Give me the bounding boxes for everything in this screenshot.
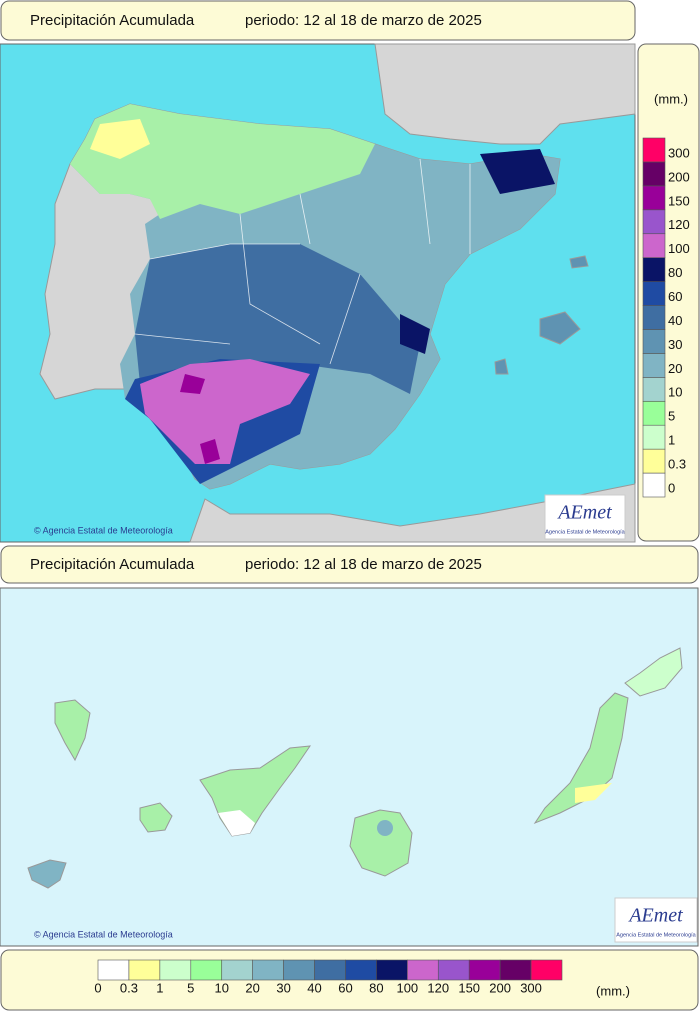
legend-swatch — [642, 281, 666, 306]
logo-name: AEmet — [556, 502, 612, 524]
legend-unit: (mm.) — [654, 91, 688, 106]
logo-subtitle: Agencia Estatal de Meteorología — [616, 932, 696, 938]
legend-label: 30 — [276, 980, 290, 995]
legend-swatch — [128, 959, 161, 981]
legend-unit: (mm.) — [596, 983, 630, 998]
legend-label: 100 — [668, 241, 690, 256]
canary-map: © Agencia Estatal de Meteorología AEmet … — [0, 587, 699, 947]
legend-label: 300 — [520, 980, 542, 995]
logo-box — [614, 897, 698, 943]
legend-label: 5 — [668, 409, 675, 424]
header-panel — [0, 545, 699, 584]
legend-label: 30 — [668, 337, 682, 352]
legend-swatch — [642, 257, 666, 282]
legend-label: 60 — [668, 289, 682, 304]
la-palma — [54, 699, 91, 762]
el-hierro — [27, 859, 67, 889]
legend-swatch — [530, 959, 563, 981]
legend-label: 0 — [668, 480, 675, 495]
legend-label: 80 — [369, 980, 383, 995]
legend-swatch — [345, 959, 377, 981]
credit: © Agencia Estatal de Meteorología — [34, 525, 173, 535]
legend-swatch — [283, 959, 315, 981]
legend-label: 150 — [668, 193, 690, 208]
legend-swatch — [190, 959, 223, 981]
logo-name: AEmet — [627, 905, 683, 927]
legend-swatch — [642, 209, 666, 235]
legend-swatch — [642, 377, 666, 402]
peninsula-map: © Agencia Estatal de Meteorología AEmet … — [0, 43, 636, 543]
legend-swatch — [642, 448, 666, 474]
gran-canaria-wet — [377, 820, 393, 836]
legend-swatch — [97, 959, 130, 981]
legend-swatch — [642, 400, 666, 426]
la-gomera — [139, 802, 173, 833]
legend-swatch — [642, 329, 666, 354]
legend-swatch — [499, 959, 532, 981]
header-title: Precipitación Acumulada — [30, 12, 195, 29]
legend-label: 120 — [668, 217, 690, 232]
legend-label: 40 — [307, 980, 321, 995]
header-panel — [0, 0, 636, 41]
africa — [189, 483, 636, 543]
fuerteventura-dry — [575, 783, 612, 803]
legend-swatch — [437, 959, 470, 981]
legend-swatch — [642, 472, 666, 498]
legend-label: 20 — [668, 361, 682, 376]
header-period: periodo: 12 al 18 de marzo de 2025 — [245, 12, 482, 29]
legend-label: 200 — [668, 169, 690, 184]
legend-swatch — [221, 959, 253, 981]
logo-subtitle: Agencia Estatal de Meteorología — [545, 529, 625, 535]
legend-swatch — [642, 424, 666, 450]
fuerteventura — [533, 692, 629, 825]
legend-label: 10 — [214, 980, 228, 995]
legend-swatch — [642, 233, 666, 258]
legend-label: 200 — [489, 980, 511, 995]
france — [374, 43, 636, 145]
legend-label: 1 — [668, 433, 675, 448]
legend-label: 20 — [245, 980, 259, 995]
legend-swatch — [376, 959, 408, 981]
legend-label: 40 — [668, 313, 682, 328]
lanzarote — [624, 647, 683, 697]
legend-swatch — [407, 959, 439, 981]
legend-label: 10 — [668, 385, 682, 400]
legend-swatch — [642, 185, 666, 211]
balearics — [494, 255, 589, 375]
legend-swatch — [642, 137, 666, 163]
north-band — [70, 104, 375, 219]
province-borders — [134, 158, 471, 365]
vertical-legend: 0 0.3 1 5 10 20 30 40 60 80 100 120 150 200 300 — [642, 137, 690, 498]
horizontal-legend: 0 0.3 1 5 10 20 30 40 60 80 100 120 150 200 300 — [94, 959, 563, 995]
legend-swatch — [642, 161, 666, 187]
legend-label: 0.3 — [668, 457, 686, 472]
legend-swatch — [252, 959, 284, 981]
gran-canaria — [349, 809, 413, 877]
legend-label: 120 — [427, 980, 449, 995]
legend-label: 1 — [156, 980, 163, 995]
tenerife-dry — [218, 810, 255, 836]
legend-label: 100 — [396, 980, 418, 995]
andalusia-max — [180, 374, 220, 464]
legend-label: 5 — [187, 980, 194, 995]
legend-label: 60 — [338, 980, 352, 995]
legend-label: 150 — [458, 980, 480, 995]
galicia-dry — [90, 119, 150, 159]
center-wet — [135, 244, 420, 394]
logo-box — [544, 494, 626, 540]
legend-swatch — [159, 959, 192, 981]
legend-swatch — [642, 353, 666, 378]
legend-label: 0.3 — [120, 980, 138, 995]
legend-swatch — [314, 959, 346, 981]
credit: © Agencia Estatal de Meteorología — [34, 929, 173, 939]
legend-swatch — [468, 959, 501, 981]
header-period: periodo: 12 al 18 de marzo de 2025 — [245, 556, 482, 573]
east-wet — [400, 149, 555, 354]
header-title: Precipitación Acumulada — [30, 556, 195, 573]
legend-label: 300 — [668, 145, 690, 160]
legend-label: 0 — [94, 980, 101, 995]
legend-label: 80 — [668, 265, 682, 280]
legend-swatch — [642, 305, 666, 330]
